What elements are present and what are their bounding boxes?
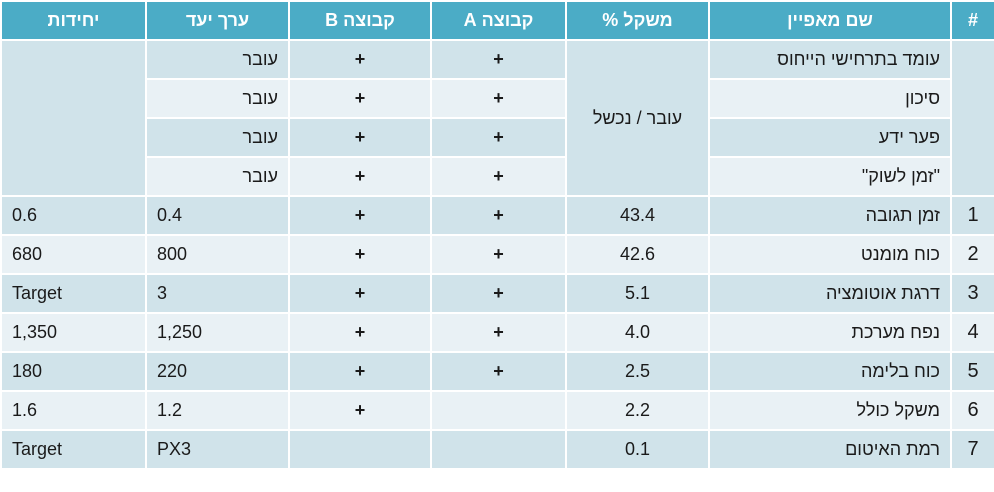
target-cell: עובר	[145, 117, 290, 158]
number-cell: 4	[950, 312, 994, 353]
group-row: פער ידע + + עובר	[1, 117, 994, 158]
weight-cell: 42.6	[565, 234, 710, 275]
group-b-cell: +	[288, 273, 432, 314]
units-cell: 1,350	[0, 312, 147, 353]
target-cell: PX3	[145, 429, 290, 470]
target-cell: 220	[145, 351, 290, 392]
units-cell: 1.6	[0, 390, 147, 431]
name-cell: רמת האיטום	[708, 429, 952, 470]
data-row: 5 כוח בלימה 2.5 + +220 180	[0, 351, 994, 392]
group-a-cell: +	[430, 156, 567, 197]
table-body: עומד בתרחישי הייחוס עובר / נכשל + + עובר סיכו…	[0, 39, 994, 470]
data-row: 3 דרגת אוטומציה 5.1 + +3 Target	[0, 273, 994, 314]
group-a-cell	[430, 429, 567, 470]
group-row: סיכון + + עובר	[1, 78, 994, 119]
group-b-cell: +	[288, 312, 432, 353]
name-cell: פער ידע	[708, 117, 952, 158]
data-row: 2 כוח מומנט 42.6 + +800 680	[0, 234, 994, 275]
weight-cell: 4.0	[565, 312, 710, 353]
units-cell: 0.6	[0, 195, 147, 236]
group-row: עומד בתרחישי הייחוס עובר / נכשל + + עובר	[0, 39, 994, 197]
group-b-cell: +	[288, 156, 432, 197]
group-a-cell: +	[430, 78, 567, 119]
number-cell	[950, 39, 994, 197]
name-cell: נפח מערכת	[708, 312, 952, 353]
number-cell: 6	[950, 390, 994, 431]
number-cell: 1	[950, 195, 994, 236]
name-cell: משקל כולל	[708, 390, 952, 431]
weight-cell: 2.5	[565, 351, 710, 392]
name-cell: דרגת אוטומציה	[708, 273, 952, 314]
units-cell	[0, 39, 147, 197]
target-cell: 3	[145, 273, 290, 314]
weight-cell: 5.1	[565, 273, 710, 314]
group-a-cell: +	[430, 195, 567, 236]
target-cell: עובר	[145, 39, 290, 80]
target-cell: עובר	[145, 78, 290, 119]
target-cell: 0.4	[145, 195, 290, 236]
units-cell: 180	[0, 351, 147, 392]
name-cell: סיכון	[708, 78, 952, 119]
group-a-cell	[430, 390, 567, 431]
spec-table: # שם מאפיין משקל % קבוצה A קבוצה B ערך יעד יחי…	[0, 0, 994, 470]
name-cell: עומד בתרחישי הייחוס	[708, 39, 952, 80]
group-a-cell: +	[430, 117, 567, 158]
units-cell: 680	[0, 234, 147, 275]
target-cell: 1.2	[145, 390, 290, 431]
name-cell: כוח מומנט	[708, 234, 952, 275]
group-b-cell: +	[288, 39, 432, 80]
header-cell: שם מאפיין	[708, 0, 952, 41]
group-b-cell: +	[288, 351, 432, 392]
weight-cell: 2.2	[565, 390, 710, 431]
units-cell: Target	[0, 429, 147, 470]
number-cell: 2	[950, 234, 994, 275]
group-b-cell	[288, 429, 432, 470]
header-cell: משקל %	[565, 0, 710, 41]
group-row: "זמן לשוק" + + עובר	[1, 156, 994, 197]
target-cell: 800	[145, 234, 290, 275]
header-cell: #	[950, 0, 994, 41]
number-cell: 7	[950, 429, 994, 470]
group-a-cell: +	[430, 351, 567, 392]
header-cell: קבוצה A	[430, 0, 567, 41]
units-cell: Target	[0, 273, 147, 314]
number-cell: 3	[950, 273, 994, 314]
group-b-cell: +	[288, 195, 432, 236]
header-cell: קבוצה B	[288, 0, 432, 41]
target-cell: עובר	[145, 156, 290, 197]
weight-cell: 43.4	[565, 195, 710, 236]
group-a-cell: +	[430, 234, 567, 275]
group-b-cell: +	[288, 234, 432, 275]
name-cell: זמן תגובה	[708, 195, 952, 236]
weight-cell: עובר / נכשל	[565, 39, 710, 197]
header-row: # שם מאפיין משקל % קבוצה A קבוצה B ערך יעד יחי…	[0, 0, 994, 41]
data-row: 4 נפח מערכת 4.0 + +1,250 1,350	[0, 312, 994, 353]
header-cell: יחידות	[0, 0, 147, 41]
group-b-cell: +	[288, 390, 432, 431]
group-b-cell: +	[288, 117, 432, 158]
weight-cell: 0.1	[565, 429, 710, 470]
group-a-cell: +	[430, 273, 567, 314]
group-b-cell: +	[288, 78, 432, 119]
data-row: 1 זמן תגובה 43.4 + +0.4 0.6	[0, 195, 994, 236]
data-row: 6 משקל כולל 2.2 +1.2 1.6	[0, 390, 994, 431]
name-cell: כוח בלימה	[708, 351, 952, 392]
data-row: 7 רמת האיטום 0.1 PX3 Target	[0, 429, 994, 470]
group-a-cell: +	[430, 312, 567, 353]
target-cell: 1,250	[145, 312, 290, 353]
number-cell: 5	[950, 351, 994, 392]
name-cell: "זמן לשוק"	[708, 156, 952, 197]
header-cell: ערך יעד	[145, 0, 290, 41]
group-a-cell: +	[430, 39, 567, 80]
